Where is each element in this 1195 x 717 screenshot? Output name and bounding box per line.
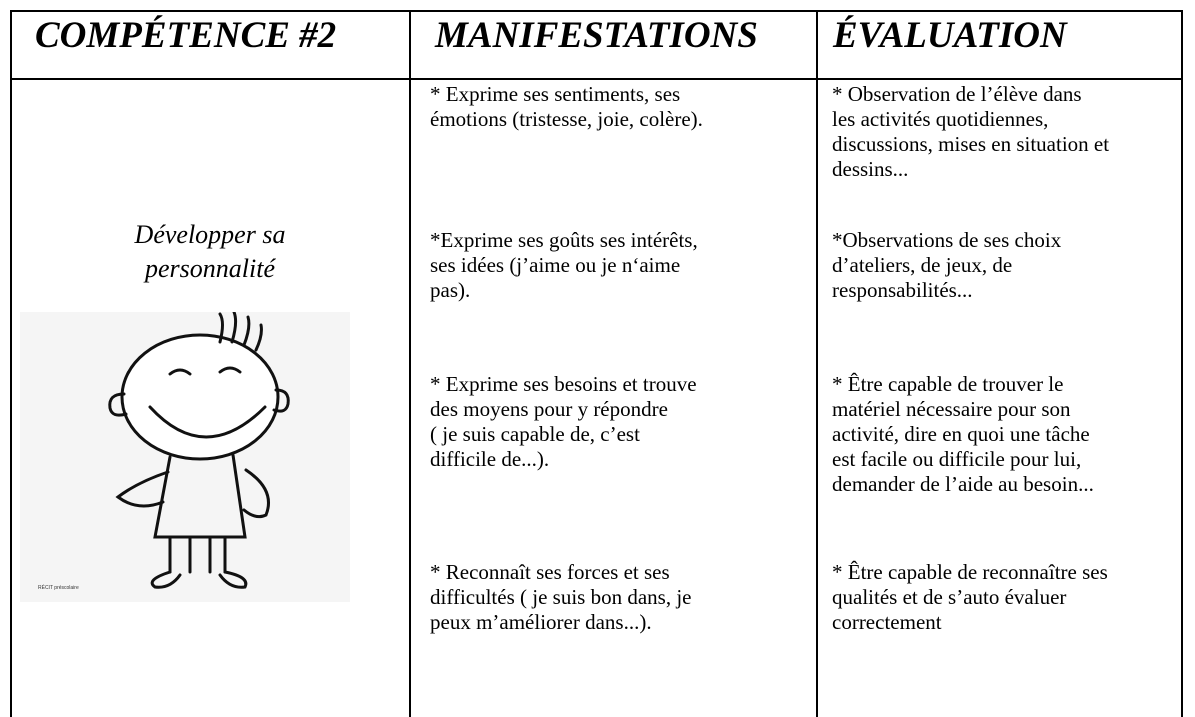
column-header: COMPÉTENCE #2 — [35, 15, 337, 56]
text-line: est facile ou difficile pour lui, — [832, 447, 1082, 471]
text-line: demander de l’aide au besoin... — [832, 472, 1094, 496]
text-line: ses idées (j’aime ou je n‘aime — [430, 253, 681, 277]
manifestation-item: * Exprime ses sentiments, ses émotions (t… — [430, 82, 703, 132]
evaluation-item: * Être capable de trouver le matériel néc… — [832, 372, 1094, 497]
text-line: difficile de...). — [430, 447, 550, 471]
competence-title: Développer sa personnalité — [134, 220, 286, 283]
text-line: *Exprime ses goûts ses intérêts, — [430, 228, 698, 252]
border-right — [1181, 10, 1183, 717]
text-line: difficultés ( je suis bon dans, je — [430, 585, 692, 609]
text-line: d’ateliers, de jeux, de — [832, 253, 1013, 277]
illustration — [20, 312, 350, 602]
column-rule — [816, 10, 818, 717]
text-line: émotions (tristesse, joie, colère). — [430, 107, 703, 131]
evaluation-item: * Observation de l’élève dans les activit… — [832, 82, 1109, 182]
text-line: activité, dire en quoi une tâche — [832, 422, 1090, 446]
header-rule — [10, 78, 1183, 80]
manifestation-item: *Exprime ses goûts ses intérêts, ses idée… — [430, 228, 698, 303]
manifestation-item: * Reconnaît ses forces et ses difficultés… — [430, 560, 692, 635]
text-line: des moyens pour y répondre — [430, 397, 668, 421]
column-header: ÉVALUATION — [833, 15, 1067, 56]
manifestation-item: * Exprime ses besoins et trouve des moyen… — [430, 372, 697, 472]
text-line: *Observations de ses choix — [832, 228, 1062, 252]
text-line: discussions, mises en situation et — [832, 132, 1110, 156]
evaluation-item: * Être capable de reconnaître ses qualité… — [832, 560, 1108, 635]
text-line: responsabilités... — [832, 278, 973, 302]
text-line: correctement — [832, 610, 942, 634]
text-line: * Reconnaît ses forces et ses — [430, 560, 670, 584]
text-line: dessins... — [832, 157, 909, 181]
text-line: * Être capable de reconnaître ses — [832, 560, 1108, 584]
column-header: MANIFESTATIONS — [435, 15, 758, 56]
image-caption: RÉCIT préscolaire — [38, 585, 79, 591]
text-line: * Exprime ses sentiments, ses — [430, 82, 681, 106]
text-line: les activités quotidiennes, — [832, 107, 1049, 131]
evaluation-item: *Observations de ses choix d’ateliers, de… — [832, 228, 1061, 303]
text-line: matériel nécessaire pour son — [832, 397, 1071, 421]
text-line: qualités et de s’auto évaluer — [832, 585, 1067, 609]
text-line: * Exprime ses besoins et trouve — [430, 372, 697, 396]
text-line: ( je suis capable de, c’est — [430, 422, 640, 446]
text-line: peux m’améliorer dans...). — [430, 610, 652, 634]
text-line: * Observation de l’élève dans — [832, 82, 1082, 106]
column-rule — [409, 10, 411, 717]
border-left — [10, 10, 12, 717]
text-line: * Être capable de trouver le — [832, 372, 1064, 396]
border-top — [10, 10, 1183, 12]
text-line: pas). — [430, 278, 471, 302]
